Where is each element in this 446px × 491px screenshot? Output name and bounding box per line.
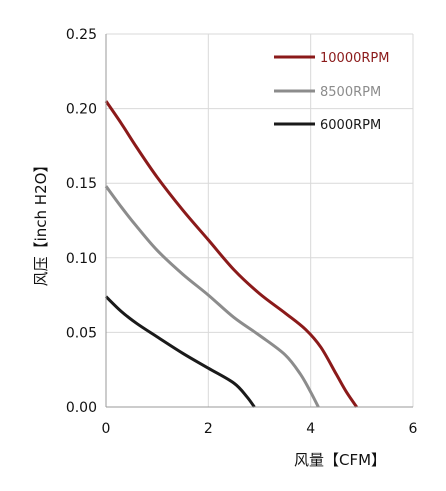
legend-label-8500rpm: 8500RPM <box>320 85 381 100</box>
x-axis-title: 风量【CFM】 <box>294 451 386 469</box>
series-line-8500rpm <box>104 185 320 408</box>
y-tick-label: 0.25 <box>66 27 97 43</box>
y-axis-title: 风压【inch H2O】 <box>32 158 50 287</box>
legend-label-6000rpm: 6000RPM <box>320 118 381 133</box>
tick-layer: 0.00 0.05 0.10 0.15 0.20 0.25 0 2 4 6 <box>66 27 418 437</box>
grid-layer <box>106 33 414 407</box>
series-layer <box>104 100 358 408</box>
y-tick-label: 0.20 <box>66 102 97 118</box>
y-tick-label: 0.00 <box>66 400 97 416</box>
series-line-6000rpm <box>104 295 256 408</box>
axis-layer <box>105 34 413 408</box>
legend-label-10000rpm: 10000RPM <box>320 51 389 66</box>
y-tick-label: 0.15 <box>66 176 97 192</box>
x-tick-label: 0 <box>102 421 111 437</box>
x-tick-label: 2 <box>204 421 213 437</box>
y-tick-label: 0.10 <box>66 251 97 267</box>
series-line-10000rpm <box>104 100 358 408</box>
x-tick-label: 4 <box>306 421 315 437</box>
y-tick-label: 0.05 <box>66 325 97 341</box>
legend: 10000RPM 8500RPM 6000RPM <box>274 51 389 133</box>
x-tick-label: 6 <box>409 421 418 437</box>
